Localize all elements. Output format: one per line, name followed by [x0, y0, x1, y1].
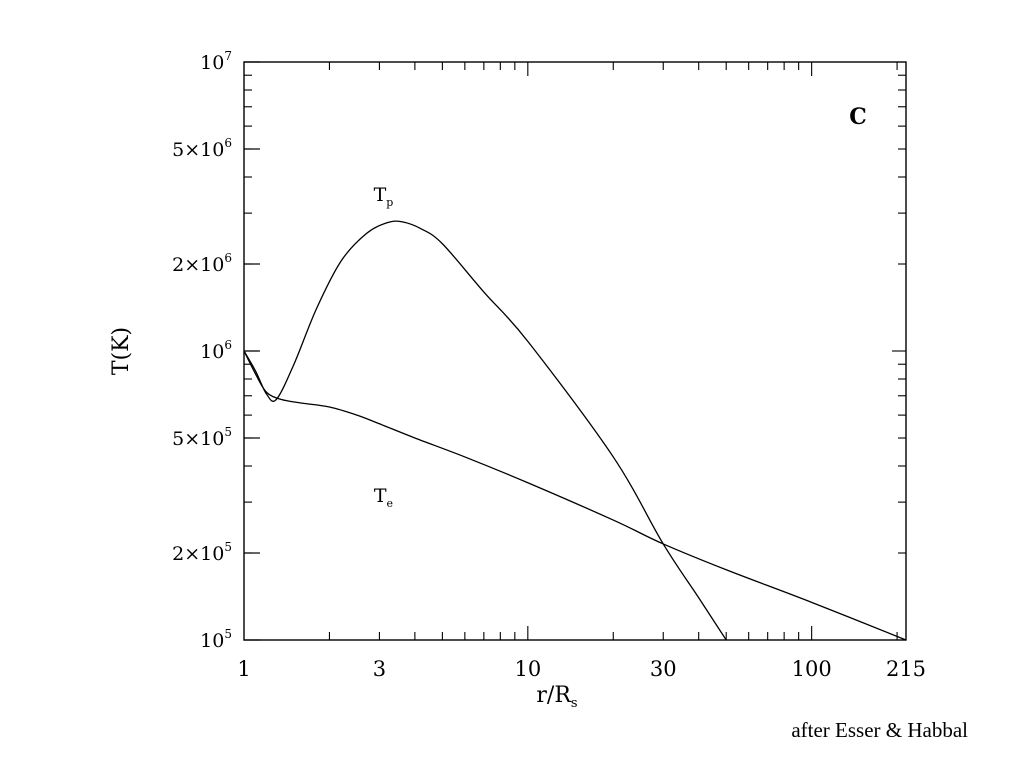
y-tick-label: 2×105 — [172, 540, 232, 565]
series-label-main: T — [374, 485, 387, 507]
panel-label: C — [849, 104, 867, 130]
y-tick-exponent: 6 — [224, 251, 232, 265]
y-tick-mantissa: 2×10 — [172, 543, 224, 565]
x-tick-label: 30 — [650, 657, 677, 681]
y-tick-mantissa: 10 — [200, 52, 224, 74]
y-tick-mantissa: 2×10 — [172, 254, 224, 276]
y-tick-label: 106 — [200, 338, 232, 363]
series-label-te: Te — [374, 485, 393, 510]
x-axis-title-sub: s — [571, 696, 578, 711]
y-tick-mantissa: 10 — [200, 630, 224, 652]
y-tick-label: 105 — [200, 627, 232, 652]
series-label-tp: Tp — [374, 184, 394, 209]
y-axis-title: T(K) — [109, 327, 134, 375]
y-tick-mantissa: 5×10 — [172, 428, 224, 450]
series-label-sub: e — [387, 497, 394, 510]
y-tick-exponent: 6 — [224, 338, 232, 352]
series-label-main: T — [374, 184, 387, 206]
y-tick-exponent: 5 — [224, 540, 232, 554]
y-tick-label: 5×105 — [172, 425, 232, 450]
x-axis-title: r/Rs — [536, 683, 577, 711]
series-label-sub: p — [386, 196, 393, 209]
credit-text: after Esser & Habbal — [791, 718, 968, 742]
series-line-te — [243, 350, 907, 641]
y-tick-mantissa: 10 — [200, 341, 224, 363]
x-tick-label: 1 — [237, 657, 250, 681]
x-tick-label: 10 — [514, 657, 541, 681]
labels-layer: 1 3 10 30 100 2151052×1055×1051062×1065×10610… — [172, 49, 926, 681]
y-tick-exponent: 7 — [224, 49, 232, 63]
x-tick-label: 215 — [886, 657, 926, 681]
x-axis-title-main: r/R — [536, 683, 572, 708]
y-tick-exponent: 5 — [224, 627, 232, 641]
plot-frame — [243, 61, 907, 641]
y-tick-exponent: 6 — [224, 136, 232, 150]
x-tick-label: 100 — [792, 657, 832, 681]
series-line-tp — [243, 220, 727, 641]
y-tick-label: 5×106 — [172, 136, 232, 161]
axis-ticks — [244, 61, 906, 641]
series-layer — [243, 220, 907, 641]
x-tick-label: 3 — [373, 657, 386, 681]
y-tick-exponent: 5 — [224, 425, 232, 439]
y-tick-mantissa: 5×10 — [172, 139, 224, 161]
y-tick-label: 2×106 — [172, 251, 232, 276]
y-tick-label: 107 — [200, 49, 232, 74]
